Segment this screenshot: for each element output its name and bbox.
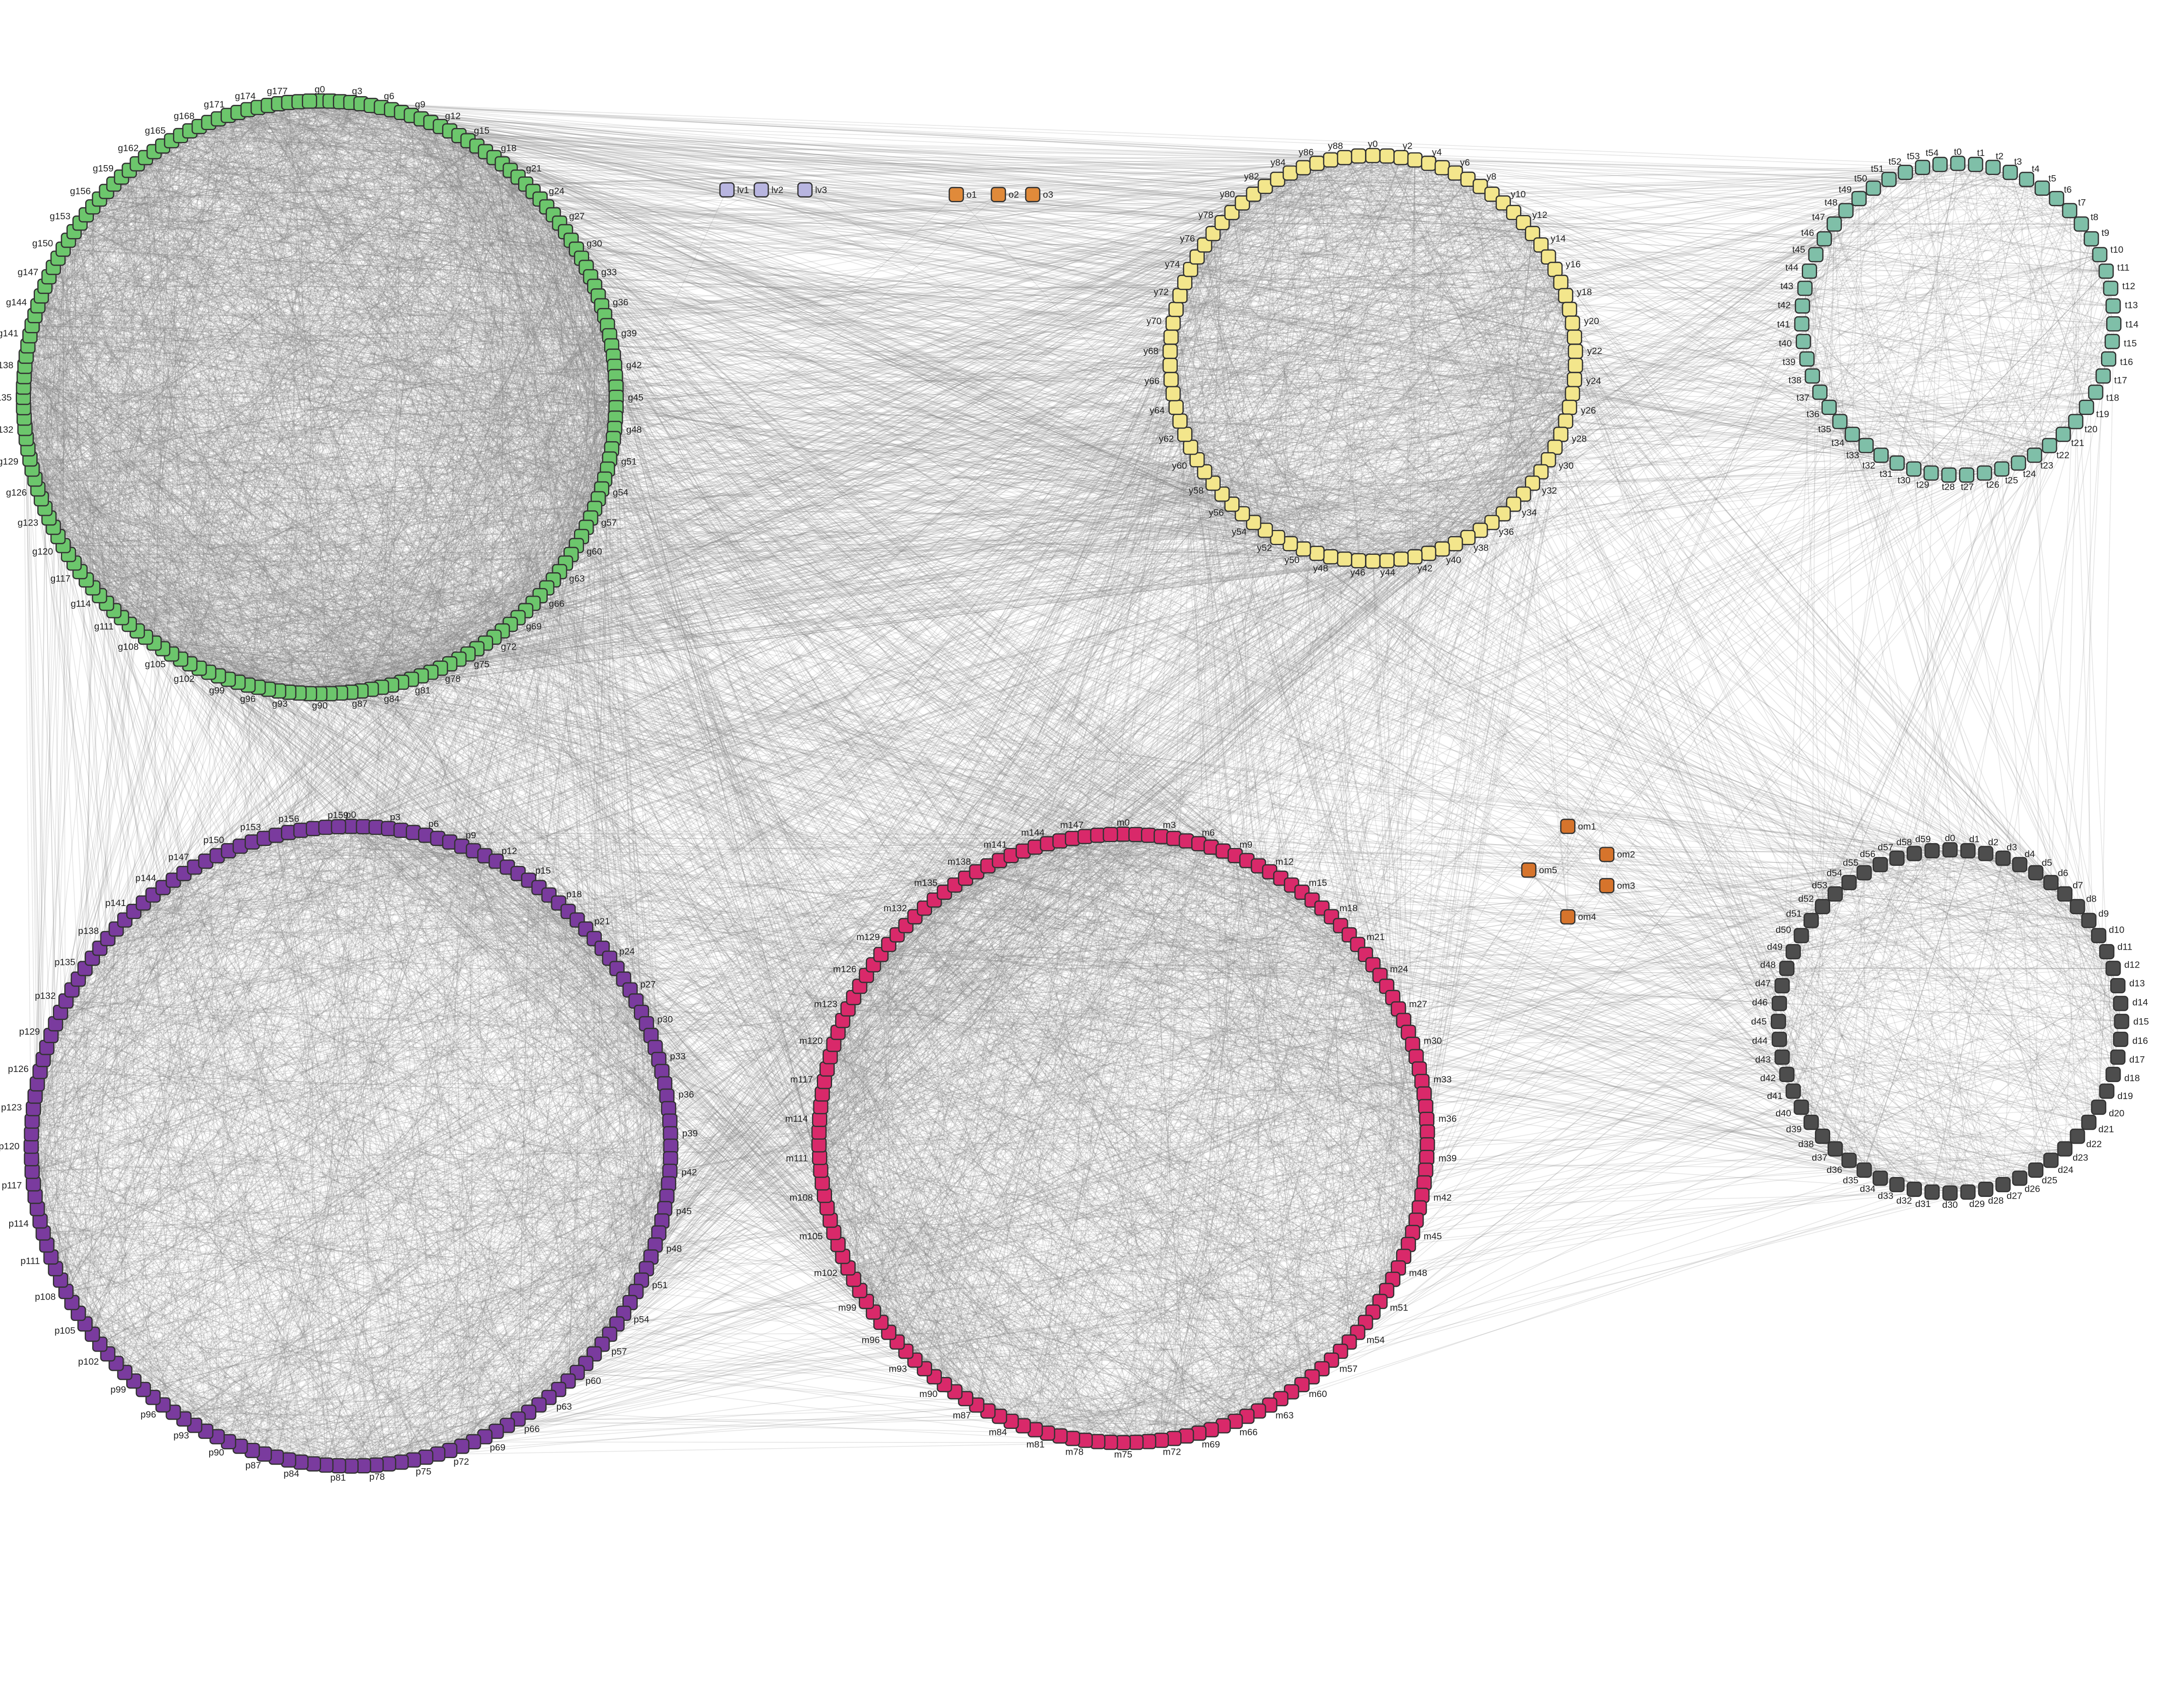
network-graph: g0g3g6g9g12g15g18g21g24g27g30g33g36g39g4… — [0, 0, 2184, 1684]
